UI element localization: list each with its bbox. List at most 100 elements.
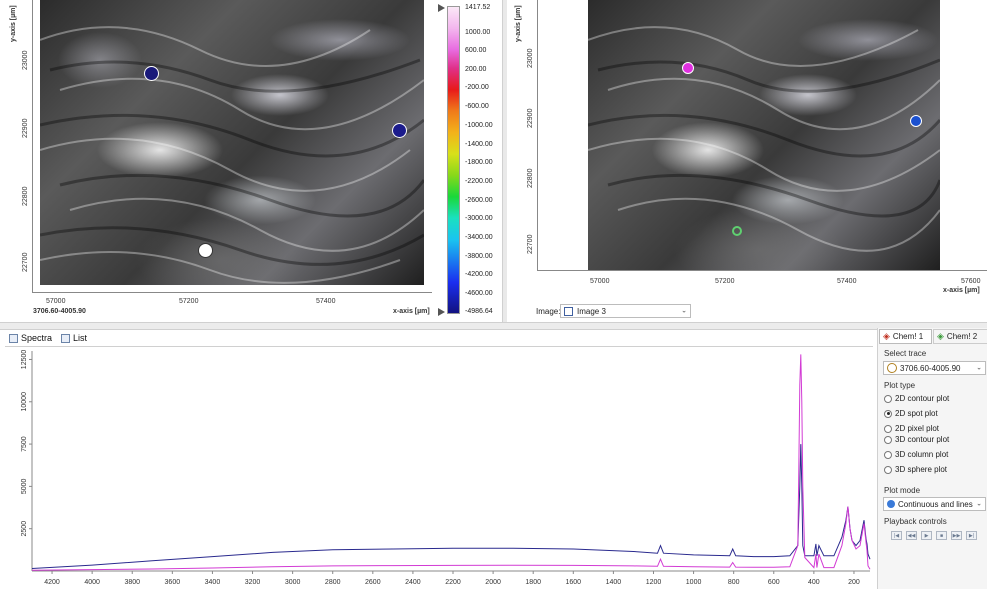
measure-point-2[interactable] (392, 123, 407, 138)
chem1-icon: ◈ (883, 331, 890, 341)
fast-forward-icon[interactable]: ▶▶ (951, 531, 962, 540)
measure-point-blue[interactable] (910, 115, 922, 127)
plot-type-option-label: 3D contour plot (895, 435, 950, 444)
colorbar-bottom-handle[interactable] (438, 308, 445, 316)
colorbar-label: -1800.00 (465, 159, 493, 166)
radio-icon (884, 394, 892, 403)
play-icon[interactable]: ▶ (921, 531, 932, 540)
right-x-tick: 57200 (715, 278, 735, 285)
y-tick-label: 5000 (21, 478, 28, 494)
tab-chem2-label: Chem! 2 (946, 332, 978, 341)
x-tick-label: 200 (848, 579, 860, 586)
measure-point-magenta[interactable] (682, 62, 694, 74)
plot-type-option-label: 2D spot plot (895, 409, 938, 418)
measure-point-green[interactable] (732, 226, 742, 236)
chevron-down-icon: ⌄ (976, 500, 982, 508)
right-map-panel: y-axis [µm] 23000 22900 22800 22700 5700… (507, 0, 987, 322)
y-tick-label: 2500 (21, 521, 28, 537)
colorbar-label: -2200.00 (465, 178, 493, 185)
left-x-tick: 57400 (316, 298, 336, 305)
trace-icon (887, 363, 897, 373)
right-x-axis-label: x-axis [µm] (943, 287, 980, 294)
x-tick-label: 600 (768, 579, 780, 586)
plot-mode-label: Plot mode (884, 486, 921, 495)
plot-type-option[interactable]: 2D contour plot (884, 394, 949, 403)
colorbar-label: -4200.00 (465, 271, 493, 278)
radio-checked-icon (884, 409, 892, 418)
left-map-panel: y-axis [µm] 23000 22900 22800 22700 5700… (0, 0, 502, 322)
tab-spectra-label: Spectra (21, 333, 53, 343)
image-select-icon (564, 306, 573, 316)
left-map-frame (32, 0, 432, 293)
x-tick-label: 2400 (405, 579, 421, 586)
colorbar-label: -1400.00 (465, 141, 493, 148)
colorbar-label: 1000.00 (465, 29, 491, 36)
right-y-tick: 23000 (527, 48, 534, 68)
plot-mode-icon (887, 500, 895, 508)
measure-point-3[interactable] (198, 243, 213, 258)
radio-icon (884, 450, 892, 459)
radio-icon (884, 465, 892, 474)
horizontal-splitter[interactable] (0, 322, 987, 330)
colorbar-label: -3400.00 (465, 234, 493, 241)
select-trace-value: 3706.60-4005.90 (900, 363, 961, 373)
plot-type-option-label: 3D sphere plot (895, 465, 948, 474)
colorbar-label: -200.00 (465, 84, 489, 91)
plot-type-option-label: 3D column plot (895, 450, 949, 459)
y-tick-label: 12500 (21, 350, 28, 370)
right-texture (588, 26, 940, 252)
colorbar-label: -4986.64 (465, 308, 493, 315)
plot-type-option[interactable]: 3D sphere plot (884, 465, 947, 474)
x-tick-label: 1400 (606, 579, 622, 586)
left-microscope-image[interactable] (40, 0, 424, 285)
image-select[interactable]: Image 3 ⌄ (560, 304, 691, 318)
select-trace-dropdown[interactable]: 3706.60-4005.90 ⌄ (883, 361, 986, 375)
left-y-tick: 23000 (22, 50, 29, 70)
list-tab-icon (61, 333, 70, 343)
plot-type-option[interactable]: 2D spot plot (884, 409, 938, 418)
x-tick-label: 800 (728, 579, 740, 586)
plot-mode-dropdown[interactable]: Continuous and lines ⌄ (883, 497, 986, 511)
x-tick-label: 3000 (285, 579, 301, 586)
image-select-value: Image 3 (577, 306, 606, 316)
chevron-down-icon: ⌄ (681, 307, 687, 315)
right-microscope-image[interactable] (588, 0, 940, 270)
colorbar (447, 6, 460, 314)
tab-chem2[interactable]: ◈ Chem! 2 (933, 329, 987, 344)
colorbar-label: 200.00 (465, 66, 487, 73)
spectrum-series-2 (31, 354, 871, 571)
radio-icon (884, 424, 892, 433)
spectrum-chart[interactable]: 4200 4000 3800 3600 3400 3200 3000 2800 2600 2400… (5, 347, 873, 590)
x-tick-label: 1200 (646, 579, 662, 586)
right-y-tick: 22700 (527, 234, 534, 254)
colorbar-label: -1000.00 (465, 122, 493, 129)
radio-icon (884, 435, 892, 444)
plot-type-option[interactable]: 3D column plot (884, 450, 948, 459)
tab-chem1[interactable]: ◈ Chem! 1 (879, 329, 932, 344)
measure-point-1[interactable] (144, 66, 159, 81)
plot-mode-value: Continuous and lines (898, 499, 973, 509)
x-tick-label: 3600 (165, 579, 181, 586)
chem2-icon: ◈ (937, 331, 944, 341)
tab-spectra[interactable]: Spectra (9, 331, 52, 345)
rewind-icon[interactable]: ◀◀ (906, 531, 917, 540)
x-tick-label: 2200 (445, 579, 461, 586)
tab-list[interactable]: List (61, 331, 87, 345)
x-tick-label: 3800 (124, 579, 140, 586)
x-tick-label: 2000 (485, 579, 501, 586)
x-tick-label: 1800 (525, 579, 541, 586)
playback-label: Playback controls (884, 517, 947, 526)
colorbar-top-handle[interactable] (438, 4, 445, 12)
select-trace-label: Select trace (884, 349, 927, 358)
x-tick-label: 4000 (84, 579, 100, 586)
left-x-tick: 57000 (46, 298, 66, 305)
plot-type-option[interactable]: 3D contour plot (884, 435, 949, 444)
skip-end-icon[interactable]: ▶| (966, 531, 977, 540)
skip-start-icon[interactable]: |◀ (891, 531, 902, 540)
plot-type-option-label: 2D contour plot (895, 394, 950, 403)
stop-icon[interactable]: ■ (936, 531, 947, 540)
plot-type-option[interactable]: 2D pixel plot (884, 424, 939, 433)
colorbar-label: 600.00 (465, 47, 487, 54)
y-tick-label: 10000 (21, 392, 28, 412)
right-x-tick: 57600 (961, 278, 981, 285)
